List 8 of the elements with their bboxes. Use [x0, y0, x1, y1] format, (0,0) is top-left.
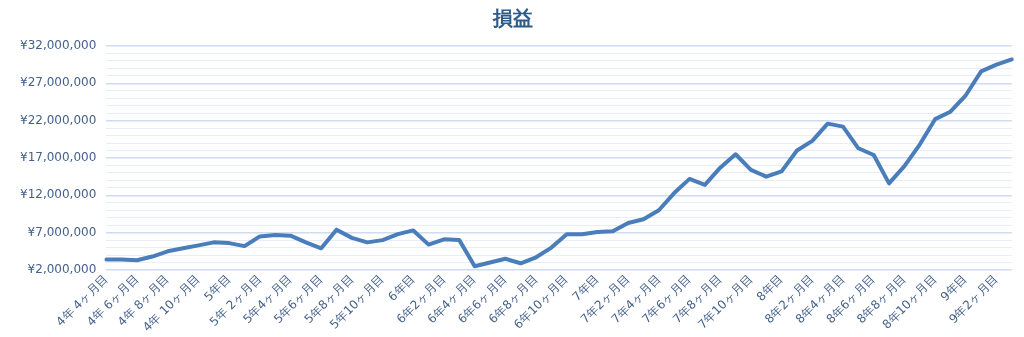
y-tick-label: ¥7,000,000 [27, 224, 97, 239]
chart-title: 損益 [492, 6, 533, 31]
y-tick-label: ¥27,000,000 [20, 75, 97, 90]
y-tick-label: ¥2,000,000 [27, 262, 97, 277]
y-tick-label: ¥32,000,000 [20, 38, 97, 53]
y-tick-label: ¥17,000,000 [20, 150, 97, 165]
y-tick-label: ¥22,000,000 [20, 112, 97, 127]
y-tick-label: ¥12,000,000 [20, 187, 97, 202]
